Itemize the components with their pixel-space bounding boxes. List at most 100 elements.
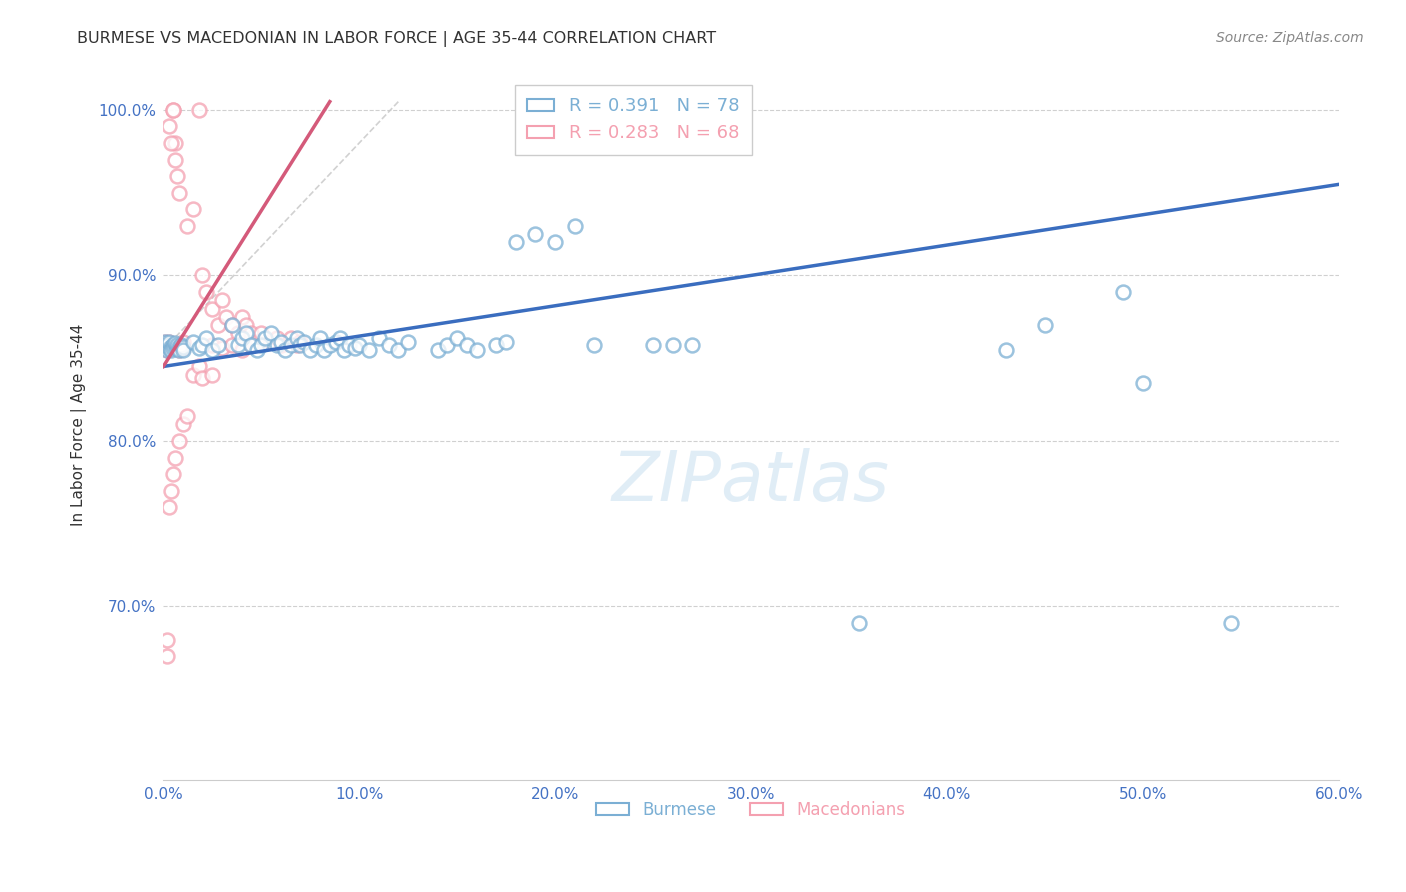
Point [201,301,224,316]
Point [446,331,468,345]
Point [170,338,193,352]
Point [195,285,218,299]
Point [564,219,586,233]
Point [260,326,283,341]
Point [176,219,198,233]
Point [172,343,194,357]
Point [156,343,179,357]
Point [157,500,180,515]
Point [681,338,703,352]
Point [240,326,263,341]
Point [167,340,190,354]
Point [544,235,567,250]
Point [160,340,183,354]
Point [162,340,184,354]
Point [187,359,209,374]
Point [285,331,308,345]
Point [165,153,187,167]
Point [260,334,283,349]
Point [167,340,190,354]
Point [246,334,269,349]
Point [299,343,322,357]
Point [162,103,184,117]
Point [285,338,308,352]
Point [155,334,177,349]
Point [165,136,187,150]
Point [167,343,190,357]
Point [240,338,263,352]
Point [221,318,243,332]
Point [167,343,190,357]
Point [157,341,180,355]
Point [231,310,253,324]
Point [250,338,273,352]
Point [155,334,177,349]
Point [201,338,224,352]
Point [994,343,1017,357]
Point [319,338,342,352]
Point [165,336,187,351]
Point [172,340,194,354]
Point [207,318,229,332]
Point [166,341,188,355]
Point [266,338,288,352]
Point [191,268,214,283]
Point [1033,318,1056,332]
Point [226,326,249,341]
Point [162,103,184,117]
Point [191,371,214,385]
Point [329,331,352,345]
Point [240,338,263,352]
Point [157,120,180,134]
Point [176,409,198,424]
Point [347,338,370,352]
Point [215,310,238,324]
Text: Source: ZipAtlas.com: Source: ZipAtlas.com [1216,31,1364,45]
Point [641,338,664,352]
Point [162,467,184,481]
Point [1132,376,1154,390]
Point [337,338,360,352]
Point [156,343,179,357]
Y-axis label: In Labor Force | Age 35-44: In Labor Force | Age 35-44 [72,323,87,525]
Point [332,343,354,357]
Point [1386,103,1406,117]
Point [156,338,179,352]
Point [226,338,249,352]
Point [246,343,269,357]
Legend: Burmese, Macedonians: Burmese, Macedonians [589,794,912,825]
Point [181,202,204,217]
Point [160,136,183,150]
Point [426,343,449,357]
Point [1367,103,1389,117]
Point [367,331,389,345]
Point [156,649,179,664]
Point [170,338,193,352]
Point [157,334,180,349]
Point [167,434,190,448]
Point [280,338,302,352]
Point [231,343,253,357]
Point [235,326,257,341]
Point [1112,285,1135,299]
Point [160,338,183,352]
Point [156,338,179,352]
Point [309,331,332,345]
Point [848,615,870,630]
Point [325,334,347,349]
Point [157,334,180,349]
Point [160,483,183,498]
Point [207,338,229,352]
Point [162,341,184,355]
Point [162,341,184,355]
Point [211,341,233,355]
Point [436,338,458,352]
Point [290,334,312,349]
Point [165,450,187,465]
Text: ZIPatlas: ZIPatlas [612,448,890,515]
Point [495,334,517,349]
Point [221,318,243,332]
Point [485,338,508,352]
Point [172,334,194,349]
Point [235,318,257,332]
